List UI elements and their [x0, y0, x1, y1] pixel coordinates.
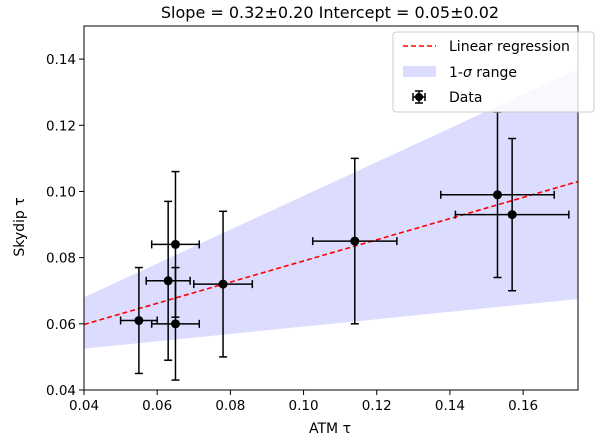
y-tick-label: 0.12	[46, 118, 76, 134]
data-marker	[134, 316, 144, 326]
x-tick-label: 0.06	[142, 398, 172, 414]
sigma-band	[84, 69, 578, 349]
regression-line-layer	[83, 180, 579, 326]
data-marker	[218, 279, 228, 289]
data-point-7	[440, 111, 555, 279]
data-marker	[350, 236, 360, 246]
data-point-5	[193, 210, 254, 358]
legend-label-data: Data	[449, 90, 482, 106]
data-point-8	[454, 137, 570, 292]
regression-line	[83, 180, 579, 326]
y-axis-label: Skydip τ	[12, 197, 28, 256]
data-point-2	[145, 200, 191, 361]
data-points-layer	[119, 111, 570, 381]
y-tick-label: 0.10	[46, 184, 76, 200]
legend-frame	[392, 31, 595, 113]
legend-errorbar-swatch	[412, 90, 426, 104]
axes-layer: 0.04 0.06 0.08 0.10 0.12 0.14 0.16 0.04 0.06 0.08…	[46, 25, 579, 414]
data-point-6	[311, 157, 398, 325]
y-tick-label: 0.08	[46, 251, 76, 267]
x-tick-label: 0.16	[508, 398, 538, 414]
sigma-band-layer	[84, 69, 578, 349]
legend-label-band: 1-σ range	[449, 65, 517, 81]
plot-frame	[83, 25, 579, 391]
data-marker	[492, 190, 502, 200]
x-tick-label: 0.08	[215, 398, 245, 414]
legend: Linear regression 1-σ range Data	[392, 31, 595, 113]
y-tick-label: 0.04	[46, 383, 76, 399]
x-axis-label: ATM τ	[309, 421, 351, 437]
x-tick-label: 0.12	[362, 398, 392, 414]
y-tick-label: 0.14	[46, 52, 76, 68]
x-tick-label: 0.10	[289, 398, 319, 414]
legend-band-swatch	[403, 66, 436, 77]
data-marker	[170, 239, 180, 249]
x-tick-label: 0.04	[69, 398, 99, 414]
data-marker	[163, 276, 173, 286]
chart-title: Slope = 0.32±0.20 Intercept = 0.05±0.02	[161, 3, 499, 22]
data-marker	[170, 319, 180, 329]
y-tick-label: 0.06	[46, 317, 76, 333]
x-tick-label: 0.14	[435, 398, 465, 414]
data-marker	[507, 210, 517, 220]
legend-label-regression: Linear regression	[449, 39, 570, 55]
data-point-4	[150, 266, 201, 381]
data-point-1	[119, 266, 158, 375]
